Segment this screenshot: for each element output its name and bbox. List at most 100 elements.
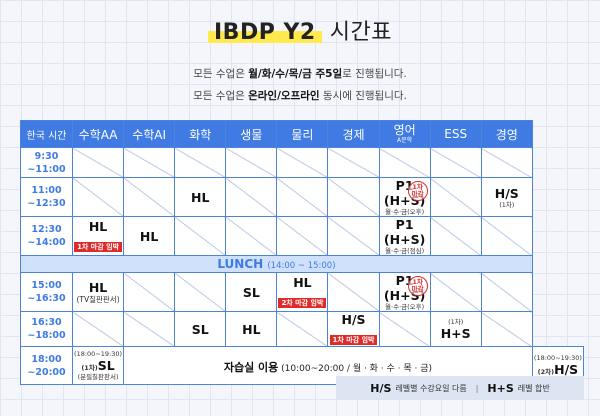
class-level: SL [242, 284, 260, 300]
empty-cell [71, 147, 125, 178]
notice-line-2: 모든 수업은 온라인/오프라인 동시에 진행됩니다. [0, 88, 600, 103]
time-start: 18:00 [31, 353, 62, 365]
notice-bold: 월/화/수/목/금 주5일 [248, 68, 343, 80]
time-end: ~14:00 [27, 237, 66, 248]
lunch-time: (14:00 ~ 15:00) [267, 261, 336, 271]
time-start: 12:30 [31, 224, 62, 235]
study-room-label: 자습실 이용 [223, 361, 279, 374]
empty-cell [123, 177, 176, 217]
empty-cell [123, 272, 176, 312]
class-level: HL [191, 189, 210, 205]
legend-key: H+S [487, 381, 514, 395]
header-english-sub: A문학 [397, 137, 413, 144]
class-level: H/S [554, 362, 579, 377]
stamp-text: 마감 [411, 190, 424, 198]
study-room-hours: (10:00~20:00 / 월 · 화 · 수 · 목 · 금) [278, 364, 433, 374]
empty-cell [225, 147, 278, 178]
empty-cell [174, 147, 227, 178]
empty-cell [429, 216, 482, 256]
time-cell: 12:30 ~14:00 [20, 216, 73, 256]
table-row: 9:30 ~11:00 [20, 147, 584, 178]
time-start: 11:00 [31, 185, 62, 196]
empty-cell [174, 216, 227, 256]
empty-cell [123, 147, 176, 178]
class-cell: HL [225, 311, 278, 347]
class-time: (18:00~19:30) [533, 354, 582, 362]
class-level: HL [139, 228, 159, 244]
empty-cell [71, 311, 125, 347]
header-english: 영어 A문학 [378, 120, 431, 148]
time-cell: 15:00 ~16:30 [20, 272, 73, 312]
notice-line-1: 모든 수업은 월/화/수/목/금 주5일로 진행됩니다. [0, 66, 600, 81]
timetable: 한국 시간 수학AA 수학AI 화학 생물 물리 경제 영어 A문학 ESS 경영… [20, 120, 585, 385]
header-english-label: 영어 [393, 123, 416, 137]
time-end: ~12:30 [27, 198, 66, 209]
class-cell: HL 2차 마감 임박 [276, 272, 329, 312]
header-physics: 물리 [276, 120, 329, 148]
time-start: 15:00 [31, 280, 62, 291]
class-cell: P1 (H+S) 월·수·금(점심) [378, 216, 431, 256]
time-cell: 9:30 ~11:00 [20, 147, 73, 178]
empty-cell [174, 272, 227, 312]
empty-cell [276, 147, 329, 178]
class-round: (1차) [499, 200, 515, 209]
empty-cell [71, 177, 125, 217]
empty-cell [225, 216, 278, 256]
time-end: ~11:00 [27, 163, 66, 175]
legend-separator: | [475, 383, 479, 393]
class-level: HL [88, 280, 108, 295]
class-cell: HL 1차 마감 임박 [71, 216, 125, 256]
empty-cell [378, 311, 431, 347]
legend-key: H/S [370, 381, 392, 395]
header-ess: ESS [429, 120, 482, 148]
deadline-badge: 1차 마감 임박 [74, 242, 123, 252]
class-cell: SL [174, 311, 227, 347]
closed-stamp: 1차 마감 [407, 181, 428, 201]
lunch-label: LUNCH [217, 257, 264, 271]
empty-cell [429, 272, 482, 312]
class-round: (1차) [448, 317, 464, 326]
class-level: H/S [341, 312, 366, 327]
time-cell: 11:00 ~12:30 [20, 177, 73, 217]
time-end: ~20:00 [27, 366, 66, 378]
class-level: HL [242, 321, 261, 337]
class-level-wrap: (2차)H/S [533, 362, 583, 377]
empty-cell [480, 311, 533, 347]
header-math-aa: 수학AA [71, 120, 125, 148]
notice-text: 모든 수업은 [193, 90, 249, 102]
empty-cell [480, 216, 533, 256]
class-level: SL [97, 358, 115, 373]
class-note: (TV칠판판서) [76, 295, 120, 304]
class-cell: P1 (H+S) 월·수·금(오후) 1차 마감 [378, 177, 431, 217]
class-level: H+S [440, 325, 471, 341]
notice-text: 동시에 진행됩니다. [319, 90, 407, 102]
class-days: 월·수·금(오후) [385, 303, 425, 311]
empty-cell [429, 147, 482, 178]
class-level: SL [191, 321, 209, 337]
stamp-text: 1차 [412, 182, 423, 191]
time-end: ~16:30 [27, 293, 66, 304]
empty-cell [276, 177, 329, 217]
class-cell: P1 (H+S) 월·수·금(오후) 1차 마감 [378, 272, 431, 312]
class-cell: SL [225, 272, 278, 312]
empty-cell [327, 216, 380, 256]
table-row: 15:00 ~16:30 HL (TV칠판판서) SL HL 2차 마감 임박 P1 … [20, 272, 584, 312]
header-biology: 생물 [225, 120, 278, 148]
notice-bold: 온라인/오프라인 [248, 90, 320, 102]
empty-cell [327, 272, 380, 312]
class-time: (18:00~19:30) [74, 350, 123, 358]
notice-text: 모든 수업은 [193, 68, 249, 80]
deadline-badge: 1차 마감 임박 [329, 335, 378, 345]
empty-cell [123, 311, 176, 347]
class-cell: H/S (1차) [480, 177, 533, 217]
class-level: P1 (H+S) [383, 217, 426, 247]
time-end: ~18:00 [27, 330, 66, 341]
header-chemistry: 화학 [174, 120, 227, 148]
class-cell: H/S 1차 마감 임박 [327, 311, 380, 347]
lunch-cell: LUNCH (14:00 ~ 15:00) [20, 255, 533, 273]
stamp-text: 마감 [411, 285, 424, 293]
title-sub: 시간표 [329, 20, 392, 45]
header-row: 한국 시간 수학AA 수학AI 화학 생물 물리 경제 영어 A문학 ESS 경영 [20, 120, 584, 148]
legend-value: 레벨별 수강요일 다름 [395, 383, 467, 393]
table-row: 11:00 ~12:30 HL P1 (H+S) 월·수·금(오후) 1차 마감 H… [20, 177, 584, 217]
